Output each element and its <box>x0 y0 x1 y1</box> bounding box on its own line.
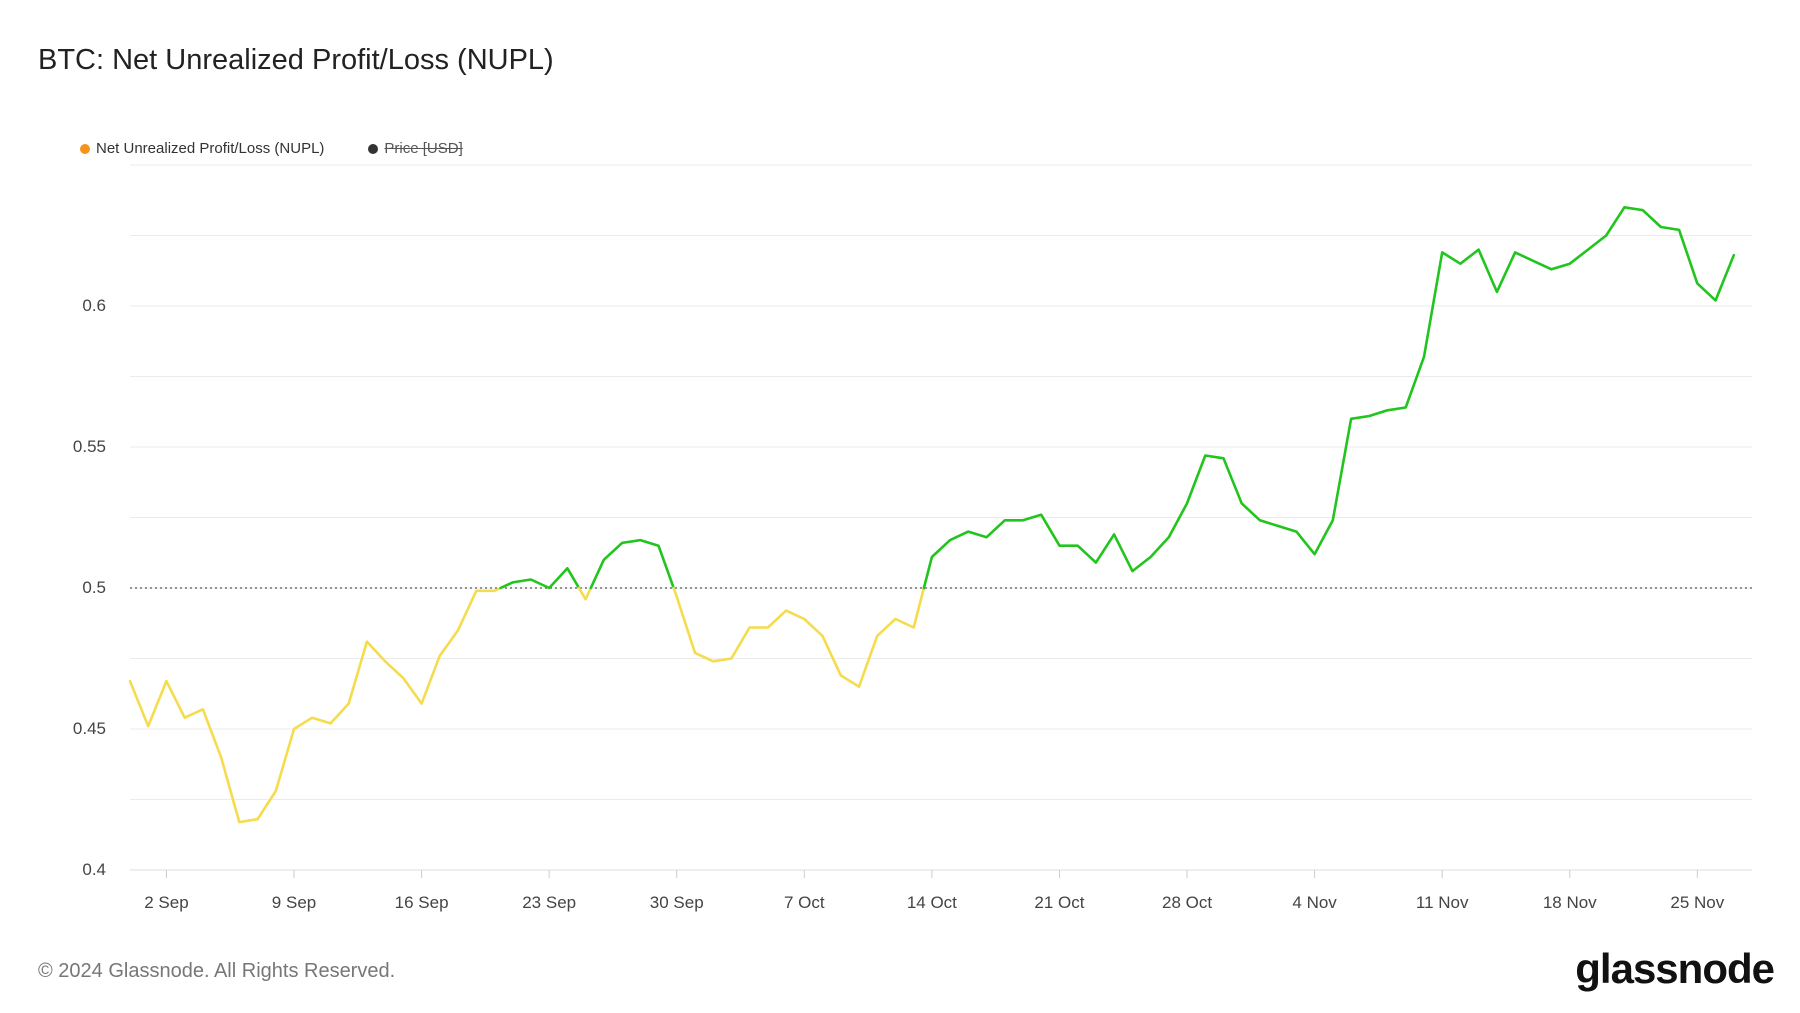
series-line-segment <box>128 586 502 824</box>
x-tick-label: 2 Sep <box>144 893 188 912</box>
legend-dot-nupl <box>80 143 90 154</box>
x-tick-label: 9 Sep <box>272 893 316 912</box>
x-tick-label: 7 Oct <box>784 893 825 912</box>
glassnode-logo[interactable]: glassnode <box>1575 945 1775 992</box>
x-tick-label: 21 Oct <box>1034 893 1084 912</box>
copyright-text: © 2024 Glassnode. All Rights Reserved. <box>38 960 396 982</box>
y-tick-label: 0.6 <box>82 296 106 315</box>
x-tick-label: 18 Nov <box>1543 893 1597 912</box>
x-tick-label: 16 Sep <box>395 893 449 912</box>
legend-label-price: Price [USD] <box>384 140 463 157</box>
legend-label-nupl: Net Unrealized Profit/Loss (NUPL) <box>96 140 325 157</box>
x-tick-label: 30 Sep <box>650 893 704 912</box>
y-tick-label: 0.5 <box>82 578 106 597</box>
chart-title: BTC: Net Unrealized Profit/Loss (NUPL) <box>38 44 554 76</box>
legend-dot-price <box>368 143 379 154</box>
nupl-series <box>128 206 1736 824</box>
x-tick-label: 28 Oct <box>1162 893 1212 912</box>
series-line-segment <box>922 206 1736 590</box>
x-tick-label: 11 Nov <box>1416 893 1469 912</box>
series-line-segment <box>577 586 593 601</box>
x-tick-label: 25 Nov <box>1670 893 1724 912</box>
series-line-segment <box>589 538 675 590</box>
legend-item-price[interactable]: Price [USD] <box>368 140 463 157</box>
y-tick-label: 0.4 <box>82 860 106 879</box>
grid-lines <box>130 164 1752 871</box>
y-tick-label: 0.55 <box>73 437 106 456</box>
y-tick-label: 0.45 <box>73 719 106 738</box>
x-tick-label: 23 Sep <box>522 893 576 912</box>
axes: 0.4 0.45 0.5 0.55 0.6 2 Sep 9 Sep 16 Sep 23 Sep 3… <box>73 296 1752 912</box>
chart-legend: Net Unrealized Profit/Loss (NUPL) Price … <box>80 140 507 157</box>
series-line-segment <box>499 567 581 590</box>
legend-item-nupl[interactable]: Net Unrealized Profit/Loss (NUPL) <box>80 140 324 157</box>
nupl-chart: 0.4 0.45 0.5 0.55 0.6 2 Sep 9 Sep 16 Sep 23 Sep 3… <box>73 164 1752 912</box>
x-tick-label: 14 Oct <box>907 893 957 912</box>
x-tick-label: 4 Nov <box>1292 893 1337 912</box>
series-line-segment <box>672 586 926 688</box>
